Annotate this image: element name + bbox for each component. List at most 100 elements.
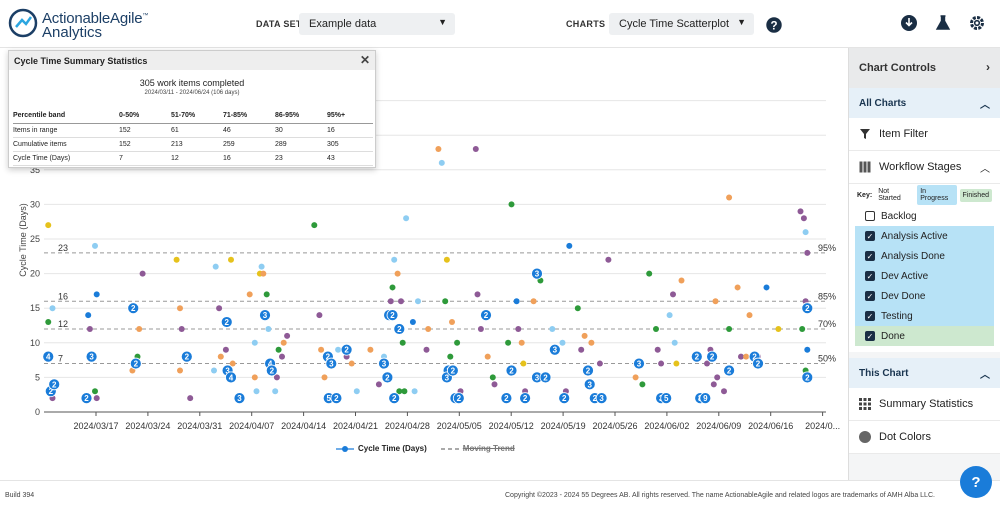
data-point[interactable] [581, 332, 588, 339]
data-point[interactable] [804, 346, 811, 353]
multi-point[interactable] [340, 343, 353, 356]
data-point[interactable] [93, 291, 100, 298]
data-point[interactable] [802, 229, 809, 236]
chart-controls-header[interactable]: Chart Controls › [849, 48, 1000, 88]
data-point[interactable] [472, 146, 479, 153]
multi-point[interactable] [259, 309, 271, 322]
data-point[interactable] [578, 346, 585, 353]
data-point[interactable] [85, 312, 92, 319]
multi-point[interactable] [42, 350, 55, 363]
data-point[interactable] [387, 298, 394, 305]
data-point[interactable] [596, 360, 603, 367]
data-point[interactable] [396, 388, 403, 395]
multi-point[interactable] [127, 302, 140, 315]
checkbox-icon[interactable]: ✓ [865, 231, 875, 241]
data-point[interactable] [489, 374, 496, 381]
data-point[interactable] [375, 381, 382, 388]
data-point[interactable] [763, 284, 770, 291]
multi-point[interactable] [548, 343, 561, 356]
checkbox-icon[interactable]: ✓ [865, 251, 875, 261]
data-point[interactable] [530, 298, 537, 305]
multi-point[interactable] [558, 392, 571, 405]
data-point[interactable] [265, 325, 272, 332]
data-point[interactable] [217, 353, 224, 360]
stage-analysis-active[interactable]: ✓ Analysis Active [855, 226, 994, 246]
close-icon[interactable]: ✕ [359, 53, 370, 67]
data-point[interactable] [92, 242, 98, 249]
data-point[interactable] [559, 339, 566, 346]
data-point[interactable] [721, 388, 727, 395]
data-point[interactable] [187, 395, 194, 402]
data-point[interactable] [513, 298, 520, 305]
data-point[interactable] [799, 325, 806, 332]
data-point[interactable] [726, 194, 733, 201]
checkbox-icon[interactable] [865, 211, 875, 221]
multi-point[interactable] [519, 392, 531, 405]
data-point[interactable] [425, 325, 432, 332]
data-point[interactable] [394, 270, 401, 277]
data-point[interactable] [273, 374, 280, 381]
multi-point[interactable] [80, 392, 93, 405]
multi-point[interactable] [225, 371, 237, 384]
gear-icon[interactable] [968, 14, 986, 32]
multi-point[interactable] [595, 392, 608, 405]
data-point[interactable] [316, 312, 323, 319]
data-point[interactable] [678, 277, 685, 284]
data-point[interactable] [704, 360, 710, 367]
workflow-stages-toggle[interactable]: Workflow Stages ︿ [849, 151, 1000, 184]
data-point[interactable] [491, 381, 498, 388]
checkbox-icon[interactable]: ✓ [865, 291, 875, 301]
data-point[interactable] [246, 291, 253, 298]
data-point[interactable] [212, 263, 219, 270]
data-point[interactable] [671, 339, 678, 346]
flask-icon[interactable] [934, 14, 952, 32]
data-point[interactable] [229, 360, 236, 367]
data-point[interactable] [275, 346, 282, 353]
data-point[interactable] [389, 284, 396, 291]
stage-analysis-done[interactable]: ✓ Analysis Done [855, 246, 994, 266]
data-point[interactable] [258, 263, 265, 270]
this-chart-section[interactable]: This Chart ︿ [849, 358, 1000, 388]
data-point[interactable] [442, 298, 449, 305]
multi-point[interactable] [690, 350, 703, 363]
data-point[interactable] [734, 284, 741, 291]
checkbox-icon[interactable]: ✓ [865, 311, 875, 321]
data-point[interactable] [45, 319, 52, 326]
data-point[interactable] [639, 381, 646, 388]
data-point[interactable] [222, 346, 229, 353]
data-point[interactable] [318, 346, 325, 353]
data-point[interactable] [415, 298, 421, 305]
multi-point[interactable] [480, 309, 492, 322]
data-point[interactable] [712, 298, 719, 305]
data-point[interactable] [435, 146, 442, 153]
multi-point[interactable] [378, 357, 390, 370]
multi-point[interactable] [381, 371, 394, 384]
multi-point[interactable] [723, 364, 735, 377]
data-point[interactable] [743, 353, 750, 360]
summary-statistics-button[interactable]: Summary Statistics [849, 388, 1000, 421]
stage-backlog[interactable]: Backlog [855, 206, 994, 226]
data-point[interactable] [726, 325, 733, 332]
data-point[interactable] [211, 367, 217, 374]
help-button[interactable]: ? [960, 466, 992, 498]
multi-point[interactable] [582, 364, 594, 377]
data-point[interactable] [403, 215, 410, 222]
data-point[interactable] [666, 312, 673, 319]
multi-point[interactable] [233, 392, 246, 405]
data-point[interactable] [251, 339, 258, 346]
data-point[interactable] [515, 325, 522, 332]
data-point[interactable] [632, 374, 639, 381]
multi-point[interactable] [505, 364, 518, 377]
multi-point[interactable] [583, 378, 596, 391]
data-point[interactable] [399, 339, 406, 346]
data-point[interactable] [367, 346, 374, 353]
data-point[interactable] [178, 325, 185, 332]
app-logo[interactable]: ActionableAgile™ Analytics [8, 8, 158, 41]
data-point[interactable] [284, 332, 291, 339]
data-point[interactable] [804, 249, 811, 256]
data-point[interactable] [438, 159, 445, 166]
data-point[interactable] [474, 291, 481, 298]
data-point[interactable] [279, 353, 285, 360]
multi-point[interactable] [633, 357, 645, 370]
